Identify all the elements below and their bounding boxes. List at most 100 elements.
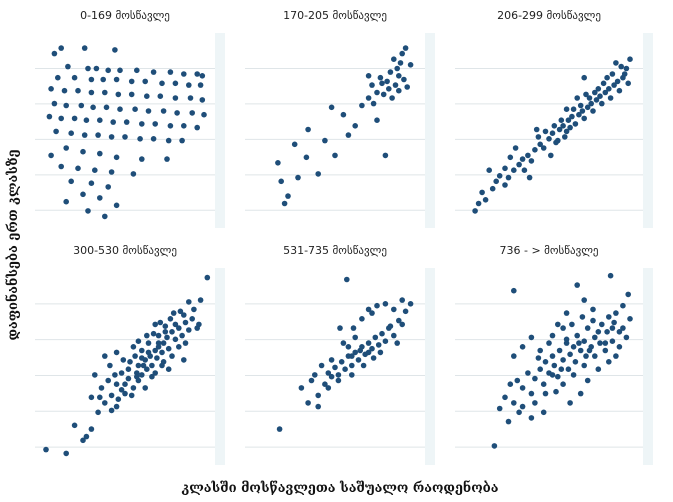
- data-point: [144, 93, 150, 99]
- data-point: [186, 299, 192, 305]
- data-point: [194, 71, 200, 77]
- data-point: [555, 373, 561, 380]
- data-point: [365, 306, 372, 313]
- data-point: [125, 366, 132, 373]
- data-point: [335, 372, 342, 378]
- data-point: [123, 119, 130, 125]
- data-point: [519, 385, 526, 391]
- data-point: [516, 409, 522, 416]
- data-point: [491, 443, 498, 449]
- data-point: [308, 377, 315, 384]
- data-point: [152, 370, 158, 376]
- data-point: [576, 111, 582, 118]
- data-point: [569, 113, 575, 120]
- data-point: [130, 344, 137, 350]
- data-point: [593, 97, 600, 103]
- data-point: [394, 65, 401, 72]
- data-point: [606, 314, 612, 320]
- data-point: [560, 123, 566, 129]
- data-point: [611, 82, 617, 88]
- data-point: [172, 321, 179, 328]
- data-point: [335, 377, 342, 384]
- data-point: [88, 394, 95, 401]
- data-point: [105, 184, 111, 190]
- data-point: [546, 136, 552, 142]
- data-point: [43, 446, 49, 453]
- data-point: [528, 334, 535, 341]
- data-point: [370, 355, 377, 361]
- data-point: [169, 329, 175, 335]
- y-axis-title: დაფინანსება ერთ კლასზე: [5, 149, 21, 340]
- data-point: [535, 355, 542, 361]
- data-point: [88, 89, 95, 96]
- data-point: [562, 134, 568, 140]
- data-point: [583, 91, 589, 98]
- data-point: [197, 82, 204, 88]
- data-point: [108, 134, 115, 140]
- data-point: [322, 137, 328, 144]
- data-point: [105, 377, 111, 384]
- data-point: [102, 213, 108, 220]
- data-point: [369, 310, 375, 316]
- data-point: [493, 178, 500, 185]
- panel-title: 736 - > მოსწავლე: [499, 244, 598, 257]
- data-point: [159, 80, 165, 87]
- data-point: [396, 317, 402, 324]
- data-point: [328, 104, 335, 111]
- data-point: [472, 208, 478, 214]
- data-point: [149, 373, 155, 380]
- data-point: [105, 67, 111, 74]
- facet-panel: 170-205 მოსწავლე: [245, 9, 435, 228]
- data-point: [609, 325, 616, 331]
- data-point: [122, 381, 128, 388]
- data-point: [182, 319, 189, 326]
- data-point: [97, 117, 103, 123]
- data-point: [548, 152, 554, 159]
- data-point: [382, 152, 389, 159]
- data-point: [160, 108, 167, 114]
- data-point: [584, 104, 591, 111]
- data-point: [370, 100, 377, 107]
- data-point: [71, 422, 78, 429]
- data-point: [201, 111, 207, 118]
- data-point: [63, 198, 69, 205]
- data-point: [511, 287, 517, 294]
- data-point: [533, 126, 540, 133]
- data-point: [606, 359, 612, 365]
- panel-band: [425, 33, 435, 228]
- data-point: [496, 173, 503, 179]
- data-point: [68, 178, 74, 185]
- data-point: [345, 132, 352, 138]
- data-point: [122, 390, 128, 397]
- data-point: [102, 400, 108, 406]
- data-point: [332, 364, 338, 371]
- data-point: [152, 121, 158, 127]
- facet-panel: 736 - > მოსწავლე: [455, 244, 653, 465]
- data-point: [511, 167, 517, 173]
- facet-panels: 0-169 მოსწავლე 170-205 მოსწავლე 206-299 მო…: [35, 9, 653, 465]
- data-point: [167, 316, 174, 322]
- data-point: [496, 405, 503, 412]
- data-point: [577, 102, 584, 109]
- data-point: [627, 316, 633, 322]
- data-point: [340, 111, 347, 118]
- data-point: [291, 141, 298, 148]
- data-point: [118, 387, 125, 393]
- data-point: [586, 347, 593, 354]
- data-point: [486, 167, 493, 173]
- data-point: [191, 306, 197, 313]
- data-point: [369, 82, 375, 88]
- data-point: [75, 165, 81, 172]
- data-point: [507, 154, 514, 161]
- data-point: [384, 78, 390, 85]
- data-point: [58, 163, 64, 170]
- data-point: [584, 377, 591, 384]
- data-point: [560, 357, 566, 363]
- data-point: [392, 82, 399, 88]
- data-point: [281, 200, 288, 207]
- data-point: [555, 137, 561, 144]
- data-point: [194, 325, 200, 331]
- data-point: [132, 106, 138, 112]
- data-point: [134, 373, 140, 380]
- data-point: [627, 56, 633, 62]
